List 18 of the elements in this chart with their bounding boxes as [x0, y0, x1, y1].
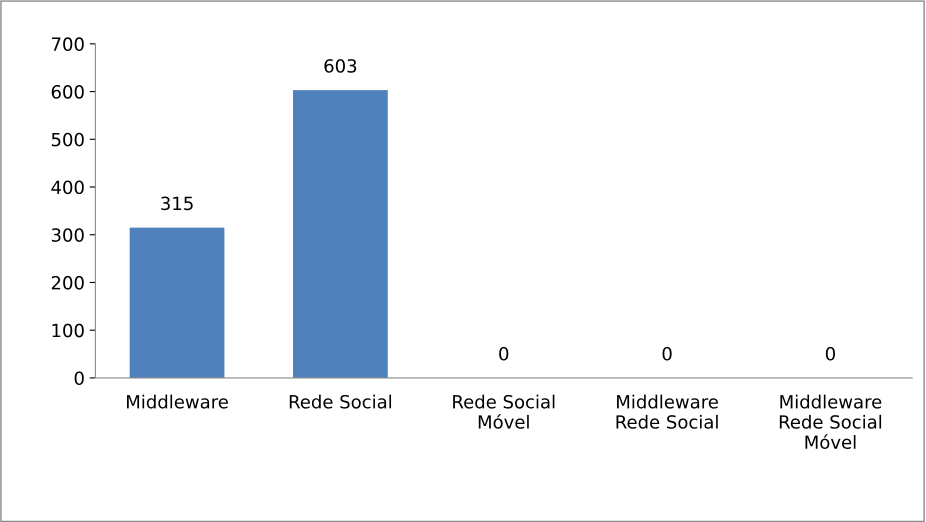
data-label: 603 [324, 59, 356, 73]
data-label: 0 [662, 346, 672, 361]
data-label: 315 [161, 196, 193, 210]
y-tick-label: 400 [51, 180, 84, 194]
x-tick-label: Rede Social Móvel [453, 394, 554, 429]
y-tick-label: 700 [52, 37, 84, 51]
x-tick-label: Rede Social [290, 394, 392, 409]
data-label: 0 [499, 346, 508, 361]
y-tick-label: 0 [74, 371, 84, 386]
x-tick-label: Middleware Rede Social Móvel [780, 394, 882, 450]
y-tick-label: 100 [52, 324, 84, 338]
x-tick-label: Middleware [127, 394, 228, 409]
y-tick-label: 200 [52, 276, 84, 290]
x-tick-label: Middleware Rede Social [616, 394, 718, 429]
data-label: 0 [826, 346, 835, 361]
y-tick-label: 500 [52, 132, 84, 146]
y-tick-label: 300 [52, 228, 84, 242]
y-tick-label: 600 [52, 85, 84, 99]
